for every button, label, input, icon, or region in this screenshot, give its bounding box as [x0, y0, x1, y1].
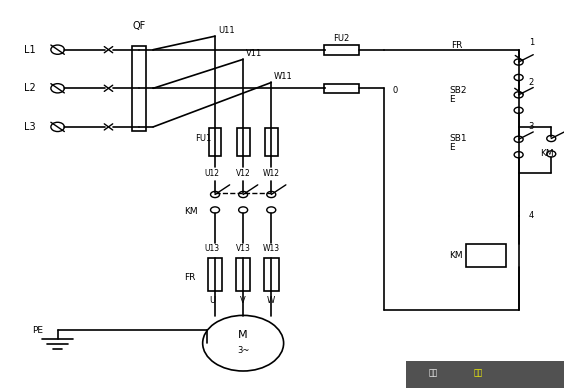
Text: E: E [449, 143, 455, 152]
Text: V: V [240, 296, 246, 305]
Text: U12: U12 [205, 169, 220, 178]
Text: FU2: FU2 [333, 33, 350, 42]
Text: W13: W13 [263, 244, 280, 253]
Text: L3: L3 [24, 122, 36, 132]
Bar [324, 45, 359, 55]
Text: W12: W12 [263, 169, 280, 178]
Text: W11: W11 [274, 72, 293, 81]
Bar [264, 258, 279, 291]
Text: 图吧: 图吧 [473, 368, 483, 377]
Text: KM: KM [540, 149, 554, 158]
Text: 1: 1 [529, 38, 534, 47]
Text: U11: U11 [218, 26, 234, 35]
Text: W: W [267, 296, 275, 305]
Bar [208, 258, 223, 291]
Bar [324, 84, 359, 93]
Text: 3~: 3~ [237, 347, 249, 356]
Text: FR: FR [184, 273, 195, 282]
Text: 4: 4 [529, 211, 534, 220]
Text: V13: V13 [236, 244, 251, 253]
Text: U: U [209, 296, 215, 305]
Text: V11: V11 [246, 49, 262, 58]
Text: E: E [449, 95, 455, 104]
Text: 2: 2 [529, 78, 534, 87]
Text: SB2: SB2 [449, 86, 467, 95]
Text: FR: FR [451, 41, 463, 50]
Text: 最后: 最后 [429, 368, 438, 377]
Bar [132, 46, 146, 131]
Text: L2: L2 [24, 83, 36, 93]
Text: KM: KM [449, 251, 463, 260]
Text: FU1: FU1 [195, 134, 212, 143]
Text: L1: L1 [24, 45, 36, 55]
Bar [265, 128, 278, 156]
Text: QF: QF [133, 21, 146, 32]
Text: KM: KM [184, 207, 198, 216]
Bar [236, 258, 250, 291]
Text: U13: U13 [205, 244, 220, 253]
Bar [237, 128, 250, 156]
Bar [208, 128, 221, 156]
Text: 3: 3 [529, 123, 534, 131]
Text: SB1: SB1 [449, 134, 467, 143]
Text: PE: PE [32, 326, 44, 335]
Text: M: M [238, 331, 248, 340]
Bar [406, 361, 564, 387]
Bar [466, 244, 506, 267]
Text: 0: 0 [392, 86, 397, 95]
Text: V12: V12 [236, 169, 250, 178]
